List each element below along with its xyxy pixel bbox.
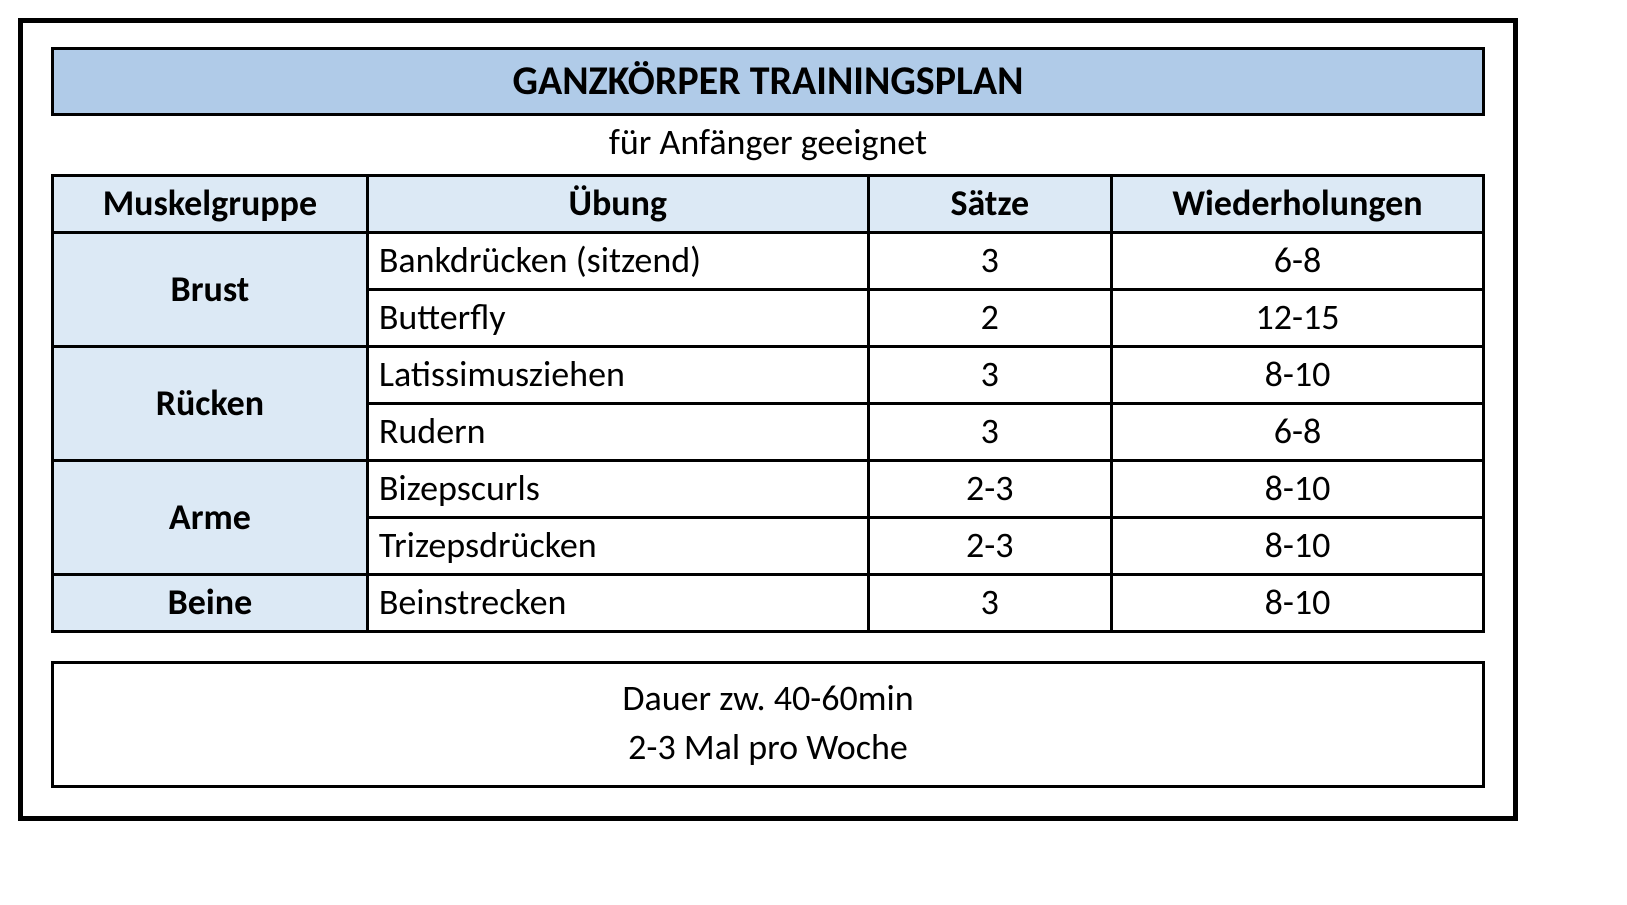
exercise-cell: Trizepsdrücken xyxy=(367,518,868,575)
exercise-cell: Bankdrücken (sitzend) xyxy=(367,233,868,290)
sets-cell: 2 xyxy=(868,290,1111,347)
reps-cell: 8-10 xyxy=(1111,461,1483,518)
muscle-group-cell: Arme xyxy=(53,461,368,575)
plan-frame: GANZKÖRPER TRAININGSPLAN für Anfänger ge… xyxy=(18,18,1518,821)
col-header-1: Übung xyxy=(367,176,868,233)
plan-subtitle: für Anfänger geeignet xyxy=(51,116,1485,174)
exercise-cell: Butterfly xyxy=(367,290,868,347)
reps-cell: 8-10 xyxy=(1111,518,1483,575)
table-row: ArmeBizepscurls2-38-10 xyxy=(53,461,1484,518)
footer-line-duration: Dauer zw. 40-60min xyxy=(54,674,1482,723)
reps-cell: 6-8 xyxy=(1111,233,1483,290)
exercise-cell: Latissimusziehen xyxy=(367,347,868,404)
exercise-cell: Rudern xyxy=(367,404,868,461)
col-header-0: Muskelgruppe xyxy=(53,176,368,233)
exercise-cell: Beinstrecken xyxy=(367,575,868,632)
sets-cell: 3 xyxy=(868,233,1111,290)
col-header-3: Wiederholungen xyxy=(1111,176,1483,233)
plan-table-body: BrustBankdrücken (sitzend)36-8Butterfly2… xyxy=(53,233,1484,632)
plan-footer: Dauer zw. 40-60min 2-3 Mal pro Woche xyxy=(51,661,1485,788)
plan-title: GANZKÖRPER TRAININGSPLAN xyxy=(51,47,1485,116)
plan-table: MuskelgruppeÜbungSätzeWiederholungen Bru… xyxy=(51,174,1485,633)
reps-cell: 6-8 xyxy=(1111,404,1483,461)
sets-cell: 2-3 xyxy=(868,461,1111,518)
muscle-group-cell: Beine xyxy=(53,575,368,632)
table-row: BrustBankdrücken (sitzend)36-8 xyxy=(53,233,1484,290)
sets-cell: 2-3 xyxy=(868,518,1111,575)
col-header-2: Sätze xyxy=(868,176,1111,233)
table-header-row: MuskelgruppeÜbungSätzeWiederholungen xyxy=(53,176,1484,233)
reps-cell: 8-10 xyxy=(1111,575,1483,632)
exercise-cell: Bizepscurls xyxy=(367,461,868,518)
reps-cell: 12-15 xyxy=(1111,290,1483,347)
table-row: RückenLatissimusziehen38-10 xyxy=(53,347,1484,404)
footer-line-frequency: 2-3 Mal pro Woche xyxy=(54,723,1482,772)
muscle-group-cell: Rücken xyxy=(53,347,368,461)
sets-cell: 3 xyxy=(868,347,1111,404)
sets-cell: 3 xyxy=(868,575,1111,632)
table-row: BeineBeinstrecken38-10 xyxy=(53,575,1484,632)
muscle-group-cell: Brust xyxy=(53,233,368,347)
reps-cell: 8-10 xyxy=(1111,347,1483,404)
sets-cell: 3 xyxy=(868,404,1111,461)
